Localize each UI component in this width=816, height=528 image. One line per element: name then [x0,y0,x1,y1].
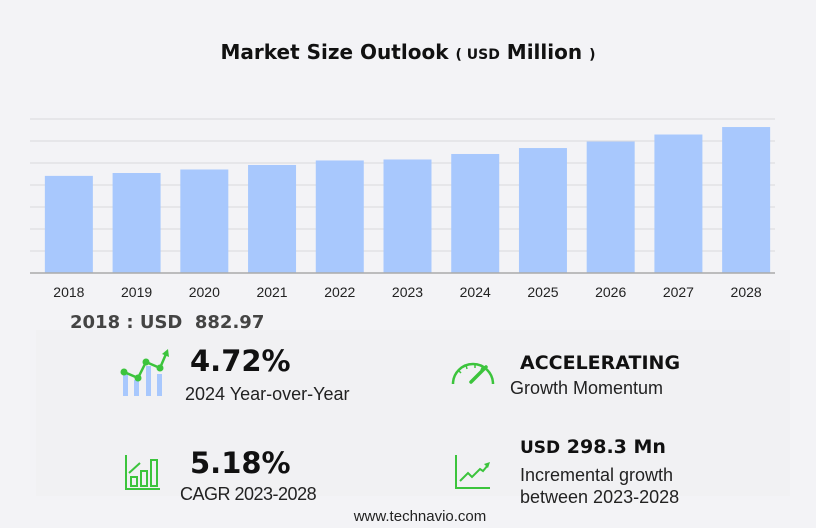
bar-2022 [315,160,364,273]
x-tick-label: 2020 [189,284,220,300]
bar-2028 [722,127,771,273]
x-tick-label: 2025 [527,284,558,300]
bar-2019 [112,173,161,273]
speedometer-icon [451,362,495,385]
momentum-label: Growth Momentum [510,378,664,398]
bar-2025 [518,148,567,273]
title-text: Market Size Outlook [220,40,449,64]
incremental-value: USD 298.3 Mn [520,436,666,458]
x-tick-label: 2018 [53,284,84,300]
x-tick-label: 2028 [731,284,762,300]
bar-2018 [44,175,93,273]
x-tick-label: 2023 [392,284,423,300]
incremental-label: Incremental growth [520,465,674,485]
x-tick-label: 2022 [324,284,355,300]
x-tick-label: 2021 [256,284,287,300]
bar-chart: 2018 2019 2020 2021 2022 2023 2024 2025 2026 2027… [30,118,775,300]
title-unit-word: Million [506,40,583,64]
x-tick-label: 2024 [460,284,491,300]
bar-2024 [451,153,500,273]
yoy-value: 4.72% [190,344,291,378]
bar-2023 [383,159,432,273]
yoy-label: 2024 Year-over-Year [185,384,350,404]
bar-2027 [654,134,703,273]
bar-2020 [180,169,229,273]
momentum-value: ACCELERATING [520,352,681,374]
title-unit: ( USD [455,47,500,63]
chart-growth-icon [120,349,169,396]
cagr-value: 5.18% [190,446,291,480]
base-year-value: 2018 : USD 882.97 [70,312,265,333]
line-chart-up-icon [455,455,490,489]
x-tick-label: 2027 [663,284,694,300]
bar-chart-up-icon [125,455,160,490]
chart-title: Market Size Outlook ( USD Million ) [220,40,596,64]
footer-url: www.technavio.com [353,508,487,525]
bar-2021 [248,164,297,273]
cagr-label: CAGR 2023-2028 [180,484,317,504]
x-tick-label: 2026 [595,284,626,300]
x-tick-label: 2019 [121,284,152,300]
bar-2026 [586,141,635,273]
incremental-label-2: between 2023-2028 [520,487,680,507]
stats-panel [36,330,790,496]
